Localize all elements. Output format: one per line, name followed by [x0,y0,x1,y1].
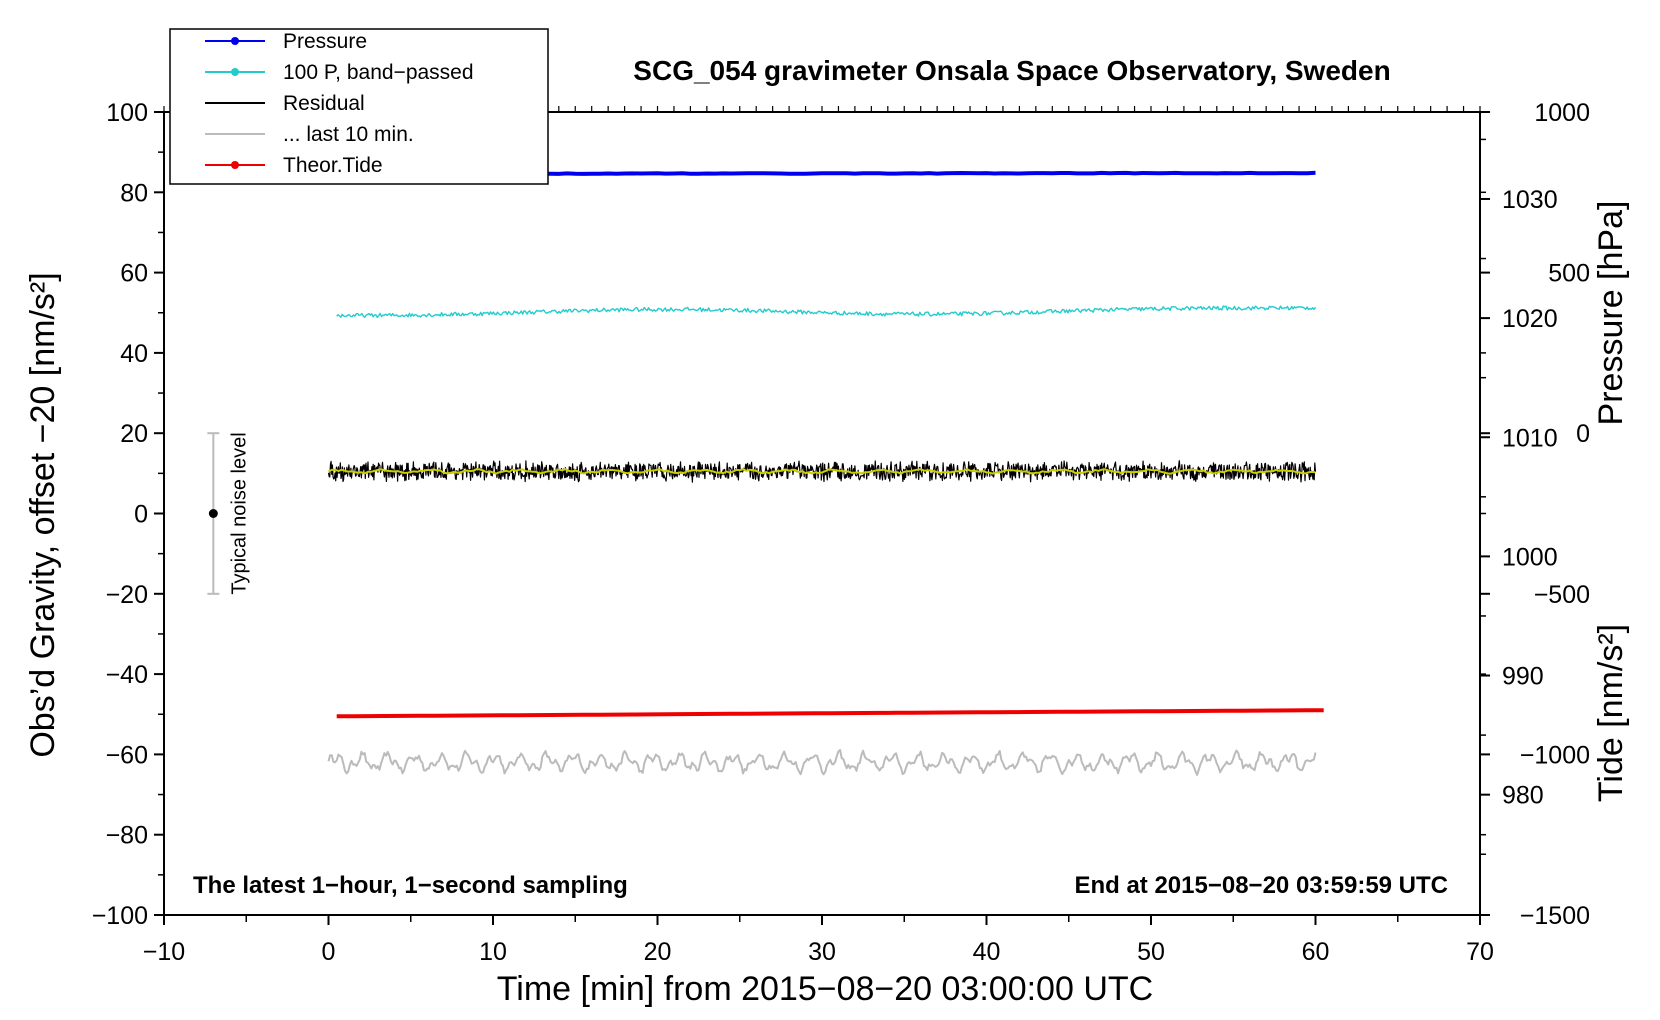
series-residual [327,460,1317,483]
tide-tick-label: −1000 [1520,741,1590,769]
x-tick-label: −10 [143,938,185,966]
noise-bar: Typical noise level [207,432,250,595]
tide-tick-label: −1500 [1520,902,1590,930]
legend-marker [231,68,239,76]
noise-bar-label: Typical noise level [228,432,250,594]
legend: Pressure 100 P, band−passed Residual ... la… [169,28,549,185]
legend-label: Pressure [283,30,367,53]
axes-layer: −10 0 10 20 30 40 50 60 70100806040200−20−40−60−… [92,99,1590,966]
legend-marker [231,37,239,45]
pressure-tick-label: 1020 [1502,305,1558,333]
y-tick-label: −40 [106,661,148,689]
tide-tick-label: 500 [1548,260,1590,288]
tide-tick-label: 0 [1576,420,1590,448]
y-tick-label: 80 [120,179,148,207]
y-axis-label-pressure: Pressure [hPa] [1592,201,1630,426]
legend-marker [231,161,239,169]
series-residual-smoothed [328,468,1316,475]
pressure-tick-label: 1030 [1502,186,1558,214]
y-tick-label: 40 [120,340,148,368]
noise-bar-point [208,509,218,518]
annotation-right: End at 2015−08−20 03:59:59 UTC [1074,872,1448,899]
series-theor-tide [336,708,1324,719]
pressure-tick-label: 1010 [1502,424,1558,452]
x-axis-label: Time [min] from 2015−08−20 03:00:00 UTC [497,970,1153,1008]
x-tick-label: 0 [322,938,336,966]
x-tick-label: 40 [973,938,1001,966]
y-tick-label: 0 [134,501,148,529]
x-tick-label: 60 [1302,938,1330,966]
y-tick-label: −60 [106,741,148,769]
pressure-tick-label: 980 [1502,782,1544,810]
tide-tick-label: 1000 [1534,99,1590,127]
legend-label: Residual [283,92,365,115]
y-axis-label-left: Obs’d Gravity, offset −20 [nm/s²] [24,272,62,757]
x-tick-label: 70 [1466,938,1494,966]
annotation-left: The latest 1−hour, 1−second sampling [193,872,628,899]
x-tick-label: 50 [1137,938,1165,966]
x-tick-label: 30 [808,938,836,966]
y-tick-label: 20 [120,420,148,448]
y-tick-label: 60 [120,260,148,288]
chart-title: SCG_054 gravimeter Onsala Space Observat… [633,55,1390,86]
y-axis-label-tide: Tide [nm/s²] [1592,624,1630,802]
legend-box [169,28,549,185]
series-last-10-min [327,749,1317,776]
pressure-tick-label: 1000 [1502,543,1558,571]
legend-label: 100 P, band−passed [283,61,474,84]
legend-label: ... last 10 min. [283,123,414,146]
y-tick-label: −100 [92,902,148,930]
y-tick-label: 100 [106,99,148,127]
legend-label: Theor.Tide [283,154,383,177]
series-band-passed [336,305,1317,319]
x-tick-label: 10 [479,938,507,966]
tide-tick-label: −500 [1534,581,1590,609]
y-tick-label: −80 [106,822,148,850]
plot-frame [163,111,1481,916]
x-tick-label: 20 [644,938,672,966]
pressure-tick-label: 990 [1502,663,1544,691]
series-layer [327,170,1324,776]
y-tick-label: −20 [106,581,148,609]
